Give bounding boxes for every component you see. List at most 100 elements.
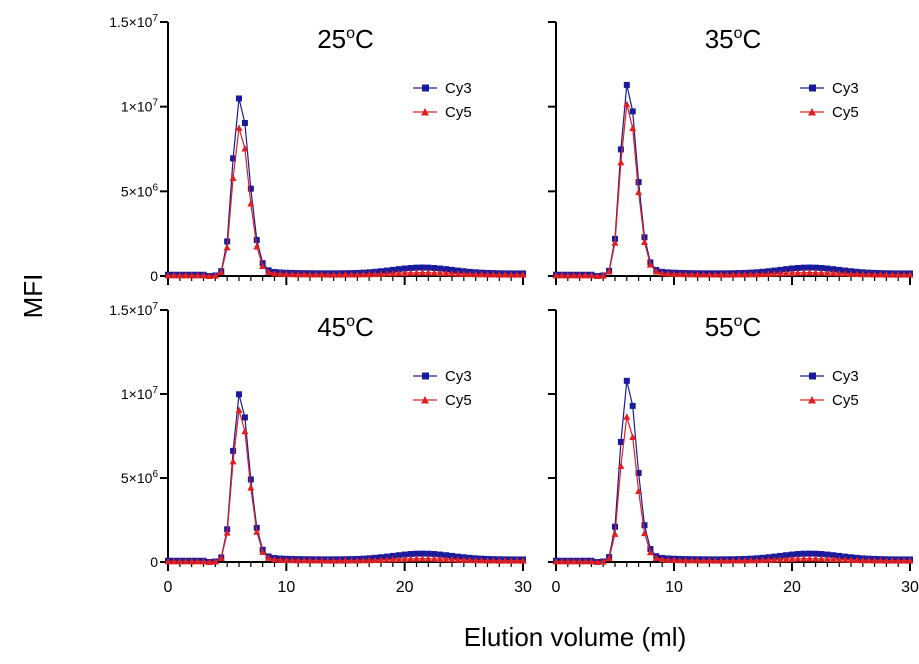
- data-point-cy3: [425, 264, 432, 271]
- data-point-cy5: [478, 270, 486, 278]
- data-point-cy3: [253, 236, 260, 243]
- data-point-cy5: [188, 557, 196, 565]
- data-point-cy5: [223, 529, 231, 536]
- data-point-cy5: [829, 269, 837, 277]
- data-point-cy5: [782, 555, 790, 563]
- data-point-cy3: [623, 377, 630, 384]
- data-point-cy5: [217, 268, 225, 276]
- legend-label-cy3: Cy3: [832, 80, 859, 97]
- data-point-cy5: [818, 555, 825, 562]
- data-point-cy5: [723, 557, 731, 564]
- y-tick-label: 5×106: [121, 469, 159, 486]
- y-tick-label: 1×107: [121, 98, 159, 115]
- data-point-cy5: [652, 554, 660, 562]
- data-point-cy5: [682, 270, 690, 278]
- legend-marker-cy3: [809, 84, 816, 92]
- data-point-cy5: [454, 556, 462, 563]
- data-point-cy5: [735, 557, 743, 564]
- data-point-cy5: [694, 556, 702, 564]
- data-point-cy5: [484, 556, 491, 564]
- data-point-cy5: [882, 557, 890, 564]
- data-point-cy5: [829, 555, 837, 563]
- data-point-cy5: [770, 556, 778, 563]
- data-point-cy3: [789, 551, 795, 558]
- data-point-cy5: [241, 145, 249, 152]
- data-point-cy5: [587, 557, 595, 565]
- data-point-cy5: [253, 243, 261, 250]
- data-point-cy5: [853, 556, 861, 564]
- y-tick-label: 5×106: [121, 182, 159, 199]
- data-point-cy5: [853, 270, 861, 278]
- data-point-cy3: [247, 476, 254, 483]
- x-tick-label: 30: [514, 579, 532, 596]
- panel-3: 1.5×107 1×107 5×106 00 10 20 30 45oC Cy3 Cy5: [109, 301, 532, 596]
- data-point-cy5: [407, 269, 415, 276]
- data-point-cy3: [230, 155, 237, 162]
- data-point-cy5: [741, 556, 749, 564]
- data-point-cy3: [389, 552, 396, 559]
- data-point-cy5: [200, 557, 207, 565]
- data-point-cy5: [288, 270, 296, 278]
- data-point-cy5: [646, 261, 654, 268]
- data-point-cy5: [717, 557, 725, 564]
- data-point-cy5: [906, 271, 914, 278]
- data-point-cy5: [259, 548, 267, 555]
- data-point-cy3: [419, 550, 426, 557]
- data-point-cy5: [170, 271, 178, 279]
- data-point-cy5: [383, 270, 391, 277]
- data-point-cy5: [182, 271, 190, 279]
- data-point-cy3: [623, 81, 630, 88]
- data-point-cy5: [753, 270, 761, 278]
- data-point-cy5: [599, 558, 607, 565]
- data-point-cy3: [812, 264, 819, 271]
- data-point-cy5: [582, 271, 589, 279]
- data-point-cy5: [688, 270, 696, 278]
- data-point-cy3: [830, 552, 837, 559]
- data-point-cy5: [582, 557, 589, 565]
- data-point-cy5: [729, 557, 737, 564]
- data-point-cy5: [576, 271, 584, 279]
- data-point-cy5: [894, 557, 902, 564]
- x-tick-label: 10: [665, 579, 683, 596]
- data-point-cy3: [812, 550, 819, 557]
- data-point-cy5: [877, 271, 884, 278]
- data-point-cy3: [230, 447, 237, 454]
- data-point-cy5: [635, 487, 643, 494]
- data-point-cy5: [484, 270, 491, 278]
- data-point-cy5: [389, 269, 397, 277]
- data-point-cy5: [611, 239, 619, 246]
- data-point-cy5: [306, 556, 314, 564]
- data-point-cy5: [294, 556, 302, 564]
- data-point-cy5: [472, 556, 480, 564]
- data-point-cy5: [194, 557, 202, 565]
- data-point-cy5: [552, 557, 560, 565]
- data-point-cy3: [830, 266, 837, 273]
- data-point-cy5: [658, 269, 666, 277]
- data-point-cy5: [800, 269, 808, 276]
- series-line-cy3: [168, 98, 523, 277]
- data-point-cy5: [229, 174, 237, 181]
- data-point-cy5: [318, 271, 326, 278]
- data-point-cy5: [806, 555, 814, 562]
- data-point-cy5: [806, 269, 814, 276]
- data-point-cy5: [906, 557, 914, 564]
- data-point-cy5: [200, 271, 207, 279]
- data-point-cy5: [495, 557, 503, 564]
- data-point-cy3: [629, 402, 636, 409]
- data-point-cy5: [489, 271, 497, 278]
- data-point-cy5: [605, 268, 613, 275]
- data-point-cy5: [564, 557, 572, 565]
- data-point-cy3: [617, 438, 624, 445]
- panel-1: 1.5×107 1×107 5×106 0 25oC Cy3 Cy5: [109, 13, 527, 285]
- data-point-cy5: [501, 557, 509, 564]
- data-point-cy5: [271, 269, 278, 277]
- legend-label-cy5: Cy5: [445, 392, 472, 409]
- data-point-cy5: [859, 270, 867, 278]
- data-point-cy5: [330, 557, 338, 564]
- data-point-cy3: [236, 391, 242, 398]
- data-point-cy5: [641, 529, 648, 537]
- data-point-cy3: [407, 264, 414, 271]
- data-point-cy3: [818, 264, 825, 271]
- data-point-cy5: [371, 556, 379, 564]
- data-point-cy5: [371, 270, 379, 278]
